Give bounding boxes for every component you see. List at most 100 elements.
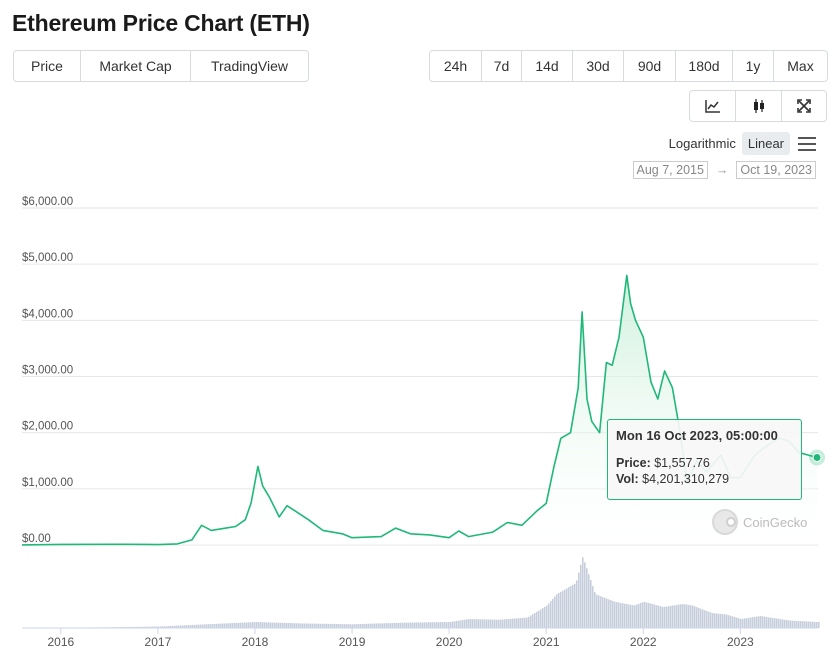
volume-bar: [604, 597, 606, 628]
range-1y[interactable]: 1y: [733, 51, 774, 81]
volume-bar: [548, 603, 550, 628]
volume-bar: [150, 626, 152, 628]
volume-bar: [728, 615, 730, 628]
y-tick-label: $6,000.00: [22, 196, 73, 208]
volume-bar: [398, 622, 400, 628]
volume-bar: [742, 618, 744, 628]
range-7d[interactable]: 7d: [482, 51, 522, 81]
volume-bar: [358, 624, 360, 628]
range-90d[interactable]: 90d: [624, 51, 676, 81]
volume-bar: [136, 626, 138, 628]
volume-bar: [334, 623, 336, 628]
volume-bar: [364, 623, 366, 628]
volume-bar: [484, 619, 486, 628]
volume-bar: [694, 606, 696, 628]
range-180d[interactable]: 180d: [676, 51, 733, 81]
tooltip-price-value: $1,557.76: [654, 456, 710, 470]
volume-bar: [816, 621, 818, 628]
date-to-input[interactable]: Oct 19, 2023: [736, 161, 816, 179]
volume-bar: [616, 602, 618, 628]
volume-bar: [746, 618, 748, 628]
line-chart-button[interactable]: [690, 91, 736, 121]
volume-bar: [294, 623, 296, 628]
volume-bar: [212, 623, 214, 628]
volume-bar: [280, 622, 282, 628]
volume-bar: [460, 620, 462, 628]
volume-bar: [464, 619, 466, 628]
range-24h[interactable]: 24h: [430, 51, 482, 81]
volume-bar: [702, 609, 704, 628]
tooltip-price-label: Price:: [616, 456, 651, 470]
volume-bar: [508, 618, 510, 628]
volume-bar: [550, 601, 552, 628]
volume-bar: [164, 626, 166, 628]
price-tooltip: Mon 16 Oct 2023, 05:00:00 Price: $1,557.…: [607, 419, 802, 500]
volume-bar: [326, 623, 328, 628]
volume-bar: [206, 624, 208, 628]
volume-bar: [198, 624, 200, 628]
y-tick-label: $1,000.00: [22, 477, 73, 489]
volume-bar: [396, 622, 398, 628]
volume-bar: [424, 622, 426, 628]
volume-bar: [598, 595, 600, 628]
volume-bar: [760, 616, 762, 628]
volume-bar: [648, 603, 650, 628]
volume-bar: [744, 618, 746, 628]
hamburger-menu-icon[interactable]: [798, 136, 816, 151]
x-tick-label: 2023: [727, 635, 754, 649]
volume-bar: [580, 564, 582, 628]
date-from-input[interactable]: Aug 7, 2015: [632, 161, 708, 179]
fullscreen-button[interactable]: [782, 91, 826, 121]
tab-tradingview[interactable]: TradingView: [210, 58, 289, 74]
volume-bar: [610, 600, 612, 628]
volume-bar: [790, 620, 792, 628]
volume-bar: [354, 624, 356, 628]
range-max[interactable]: Max: [787, 58, 814, 74]
volume-bar: [470, 619, 472, 628]
volume-bar: [624, 603, 626, 628]
volume-bar: [450, 621, 452, 628]
volume-bar: [650, 603, 652, 628]
volume-bar: [590, 580, 592, 628]
volume-bar: [576, 580, 578, 628]
volume-bar: [496, 619, 498, 628]
volume-bar: [524, 617, 526, 628]
volume-bar: [634, 605, 636, 628]
volume-bar: [504, 619, 506, 628]
volume-bar: [184, 625, 186, 628]
volume-bar: [574, 583, 576, 628]
volume-bar: [356, 624, 358, 628]
volume-bar: [468, 619, 470, 628]
volume-bar: [260, 622, 262, 628]
range-30d[interactable]: 30d: [573, 51, 624, 81]
volume-bar: [684, 604, 686, 628]
volume-bar: [348, 624, 350, 628]
volume-bar: [788, 620, 790, 628]
volume-bar: [672, 605, 674, 628]
tab-price[interactable]: Price: [14, 51, 81, 81]
tooltip-date: Mon 16 Oct 2023, 05:00:00: [616, 428, 778, 443]
volume-bar: [146, 626, 148, 628]
volume-bar: [248, 622, 250, 628]
volume-bar: [498, 619, 500, 628]
volume-bar: [786, 620, 788, 628]
range-14d[interactable]: 14d: [522, 51, 573, 81]
volume-bar: [132, 626, 134, 628]
volume-bar: [698, 607, 700, 628]
volume-bar: [752, 617, 754, 628]
date-range: Aug 7, 2015 → Oct 19, 2023: [632, 161, 816, 179]
volume-bar: [636, 604, 638, 628]
volume-bar: [656, 605, 658, 628]
volume-bar: [448, 622, 450, 628]
volume-bar: [662, 606, 664, 628]
tab-market-cap[interactable]: Market Cap: [81, 51, 191, 81]
volume-bar: [622, 603, 624, 628]
logarithmic-option[interactable]: Logarithmic: [668, 136, 736, 151]
volume-bar: [160, 626, 162, 628]
linear-option[interactable]: Linear: [741, 132, 790, 155]
volume-bar: [418, 622, 420, 628]
volume-bar: [692, 605, 694, 628]
volume-bar: [518, 618, 520, 628]
candlestick-button[interactable]: [736, 91, 782, 121]
volume-bar: [696, 607, 698, 628]
